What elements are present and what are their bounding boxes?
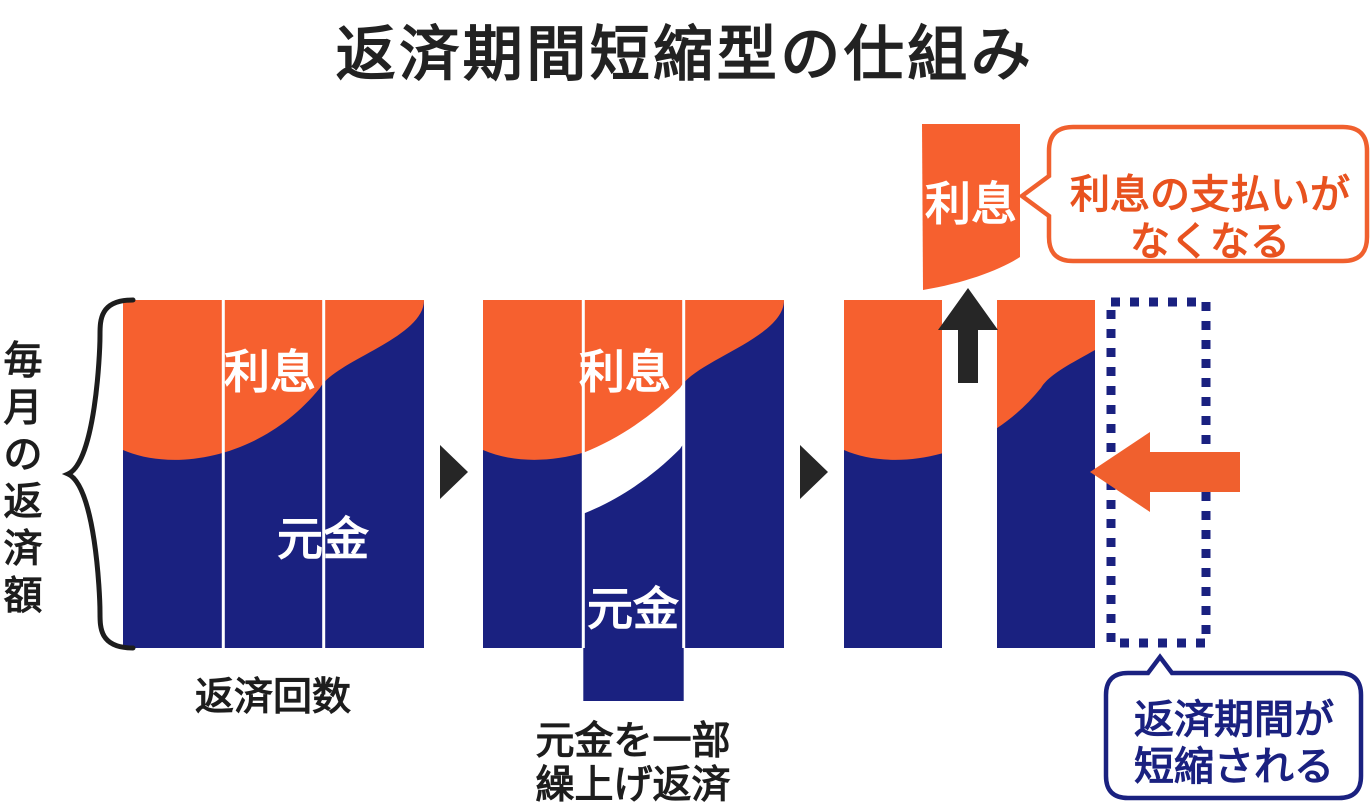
svg-text:繰上げ返済: 繰上げ返済 <box>535 764 730 807</box>
svg-text:返: 返 <box>3 481 42 524</box>
svg-text:元金を一部: 元金を一部 <box>535 719 730 763</box>
svg-text:利息の支払いが: 利息の支払いが <box>1070 173 1350 217</box>
svg-text:利息: 利息 <box>579 346 671 398</box>
svg-text:額: 額 <box>3 575 42 618</box>
svg-text:の: の <box>3 434 42 477</box>
svg-text:元金: 元金 <box>587 583 680 635</box>
svg-text:毎: 毎 <box>3 340 42 383</box>
svg-text:利息: 利息 <box>925 178 1017 230</box>
svg-text:返済回数: 返済回数 <box>195 676 351 719</box>
svg-text:元金: 元金 <box>277 513 370 565</box>
svg-text:済: 済 <box>3 528 42 571</box>
svg-text:返済期間が: 返済期間が <box>1134 698 1334 742</box>
svg-text:なくなる: なくなる <box>1130 220 1290 264</box>
svg-text:月: 月 <box>3 387 42 430</box>
svg-text:利息: 利息 <box>224 346 316 398</box>
svg-text:短縮される: 短縮される <box>1134 745 1334 789</box>
